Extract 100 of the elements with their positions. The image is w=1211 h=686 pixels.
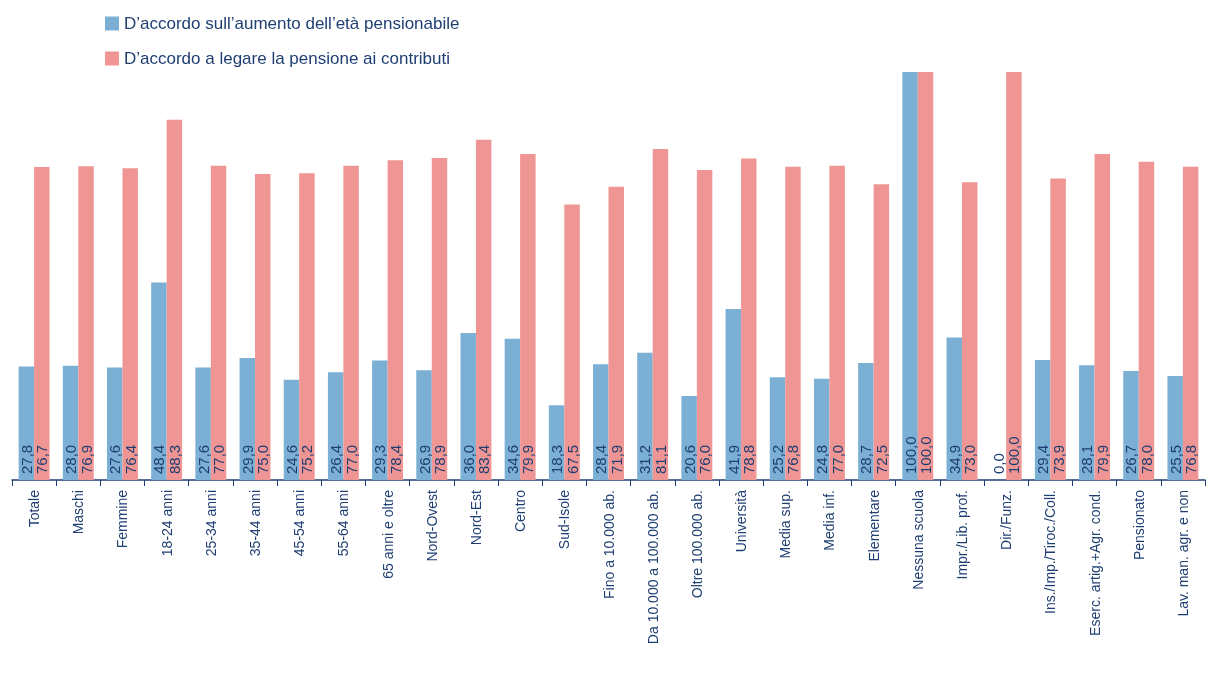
x-tick-label: Pensionato: [1130, 489, 1147, 561]
x-tick-label: Dir./Funz.: [998, 490, 1015, 550]
x-tick-label: Nessuna scuola: [909, 489, 926, 590]
x-tick-label: Elementare: [865, 489, 882, 562]
data-label: 28,4: [592, 444, 610, 474]
x-tick-label: Da 10.000 a 100.000 ab.: [644, 490, 661, 645]
bar: [431, 158, 448, 480]
x-tick-label: Università: [733, 489, 750, 553]
data-label: 72,5: [872, 444, 890, 474]
data-label: 26,7: [1122, 444, 1140, 474]
data-label: 78,0: [1137, 444, 1155, 474]
bar: [34, 167, 50, 480]
bar: [372, 360, 388, 480]
bar: [195, 367, 211, 480]
x-tick-label: Oltre 100.000 ab.: [688, 490, 705, 599]
bar: [785, 166, 801, 480]
bar: [255, 174, 271, 480]
data-label: 71,9: [607, 444, 625, 474]
bar: [608, 186, 624, 480]
x-tick-label: Lav. man. agr. e non: [1174, 490, 1191, 617]
x-tick-label: Sud-Isole: [556, 489, 573, 550]
x-tick-label: 25-34 anni: [202, 490, 219, 557]
bar: [387, 160, 404, 480]
legend-label: D’accordo a legare la pensione ai contributi: [124, 49, 451, 68]
data-label: 41,9: [724, 444, 742, 474]
bar: [564, 204, 580, 480]
data-label: 28,1: [1078, 444, 1096, 474]
data-label: 29,4: [1034, 444, 1052, 474]
bar: [741, 158, 757, 480]
x-tick-label: Centro: [512, 489, 529, 533]
bar: [1167, 375, 1183, 480]
data-label: 24,8: [813, 444, 831, 474]
data-label: 76,4: [121, 444, 139, 474]
data-label: 25,2: [769, 444, 787, 474]
data-label: 79,9: [519, 444, 537, 474]
data-label: 78,4: [386, 444, 404, 474]
data-label: 28,0: [62, 444, 80, 474]
data-label: 100,0: [901, 436, 919, 474]
data-label: 48,4: [150, 444, 168, 474]
bar: [637, 352, 653, 480]
bar: [652, 149, 669, 480]
data-label: 88,3: [165, 444, 183, 474]
data-label: 29,9: [238, 444, 256, 474]
data-label: 28,7: [857, 444, 875, 474]
bar: [166, 119, 183, 480]
bar: [151, 282, 167, 480]
data-label: 76,8: [1182, 444, 1200, 474]
bar: [1006, 72, 1022, 480]
bar: [122, 168, 138, 480]
data-label: 73,0: [961, 444, 979, 474]
data-label: 29,3: [371, 444, 389, 474]
data-label: 78,9: [430, 444, 448, 474]
data-label: 18,3: [548, 444, 566, 474]
x-tick-label: Maschi: [70, 490, 87, 535]
bar: [1079, 365, 1095, 480]
data-label: 31,2: [636, 444, 654, 474]
data-label: 25,5: [1166, 444, 1184, 474]
bar: [1182, 166, 1199, 480]
x-tick-label: 55-64 anni: [335, 490, 352, 557]
bar: [460, 333, 476, 480]
bar: [917, 72, 934, 480]
data-label: 24,6: [282, 444, 300, 474]
x-tick-label: Nord-Ovest: [423, 489, 440, 562]
bar: [1123, 371, 1139, 480]
bar: [416, 370, 432, 480]
bar: [299, 173, 315, 480]
x-tick-label: Nord-Est: [467, 489, 484, 546]
bar: [1138, 161, 1155, 480]
legend-label: D’accordo sull’aumento dell’età pensionabile: [124, 14, 460, 33]
data-label: 36,0: [459, 444, 477, 474]
bar: [725, 309, 742, 480]
bar: [858, 362, 874, 480]
data-label: 27,6: [194, 444, 212, 474]
data-label: 75,2: [298, 444, 316, 474]
bar: [1050, 178, 1066, 480]
data-label: 76,0: [696, 444, 714, 474]
data-label: 26,9: [415, 444, 433, 474]
bar: [961, 182, 978, 480]
data-label: 76,8: [784, 444, 802, 474]
bar: [78, 166, 94, 480]
data-label: 20,6: [680, 444, 698, 474]
data-label: 100,0: [917, 436, 935, 474]
data-label: 34,9: [945, 444, 963, 474]
data-label: 83,4: [475, 444, 493, 474]
x-tick-label: 45-54 anni: [291, 490, 308, 557]
bar: [210, 165, 227, 480]
x-tick-label: Media inf.: [821, 490, 838, 551]
x-tick-label: Ins./Imp./Tiroc./Coll.: [1042, 490, 1059, 614]
data-label: 75,0: [254, 444, 272, 474]
x-tick-label: Media sup.: [777, 490, 794, 559]
data-label: 73,9: [1049, 444, 1067, 474]
bar: [475, 139, 492, 480]
data-label: 27,8: [17, 444, 35, 474]
data-label: 77,0: [828, 444, 846, 474]
data-label: 78,8: [740, 444, 758, 474]
x-tick-label: Totale: [26, 489, 43, 528]
bar: [343, 165, 359, 480]
data-label: 67,5: [563, 444, 581, 474]
data-label: 76,7: [33, 444, 51, 474]
data-label: 34,6: [503, 444, 521, 474]
